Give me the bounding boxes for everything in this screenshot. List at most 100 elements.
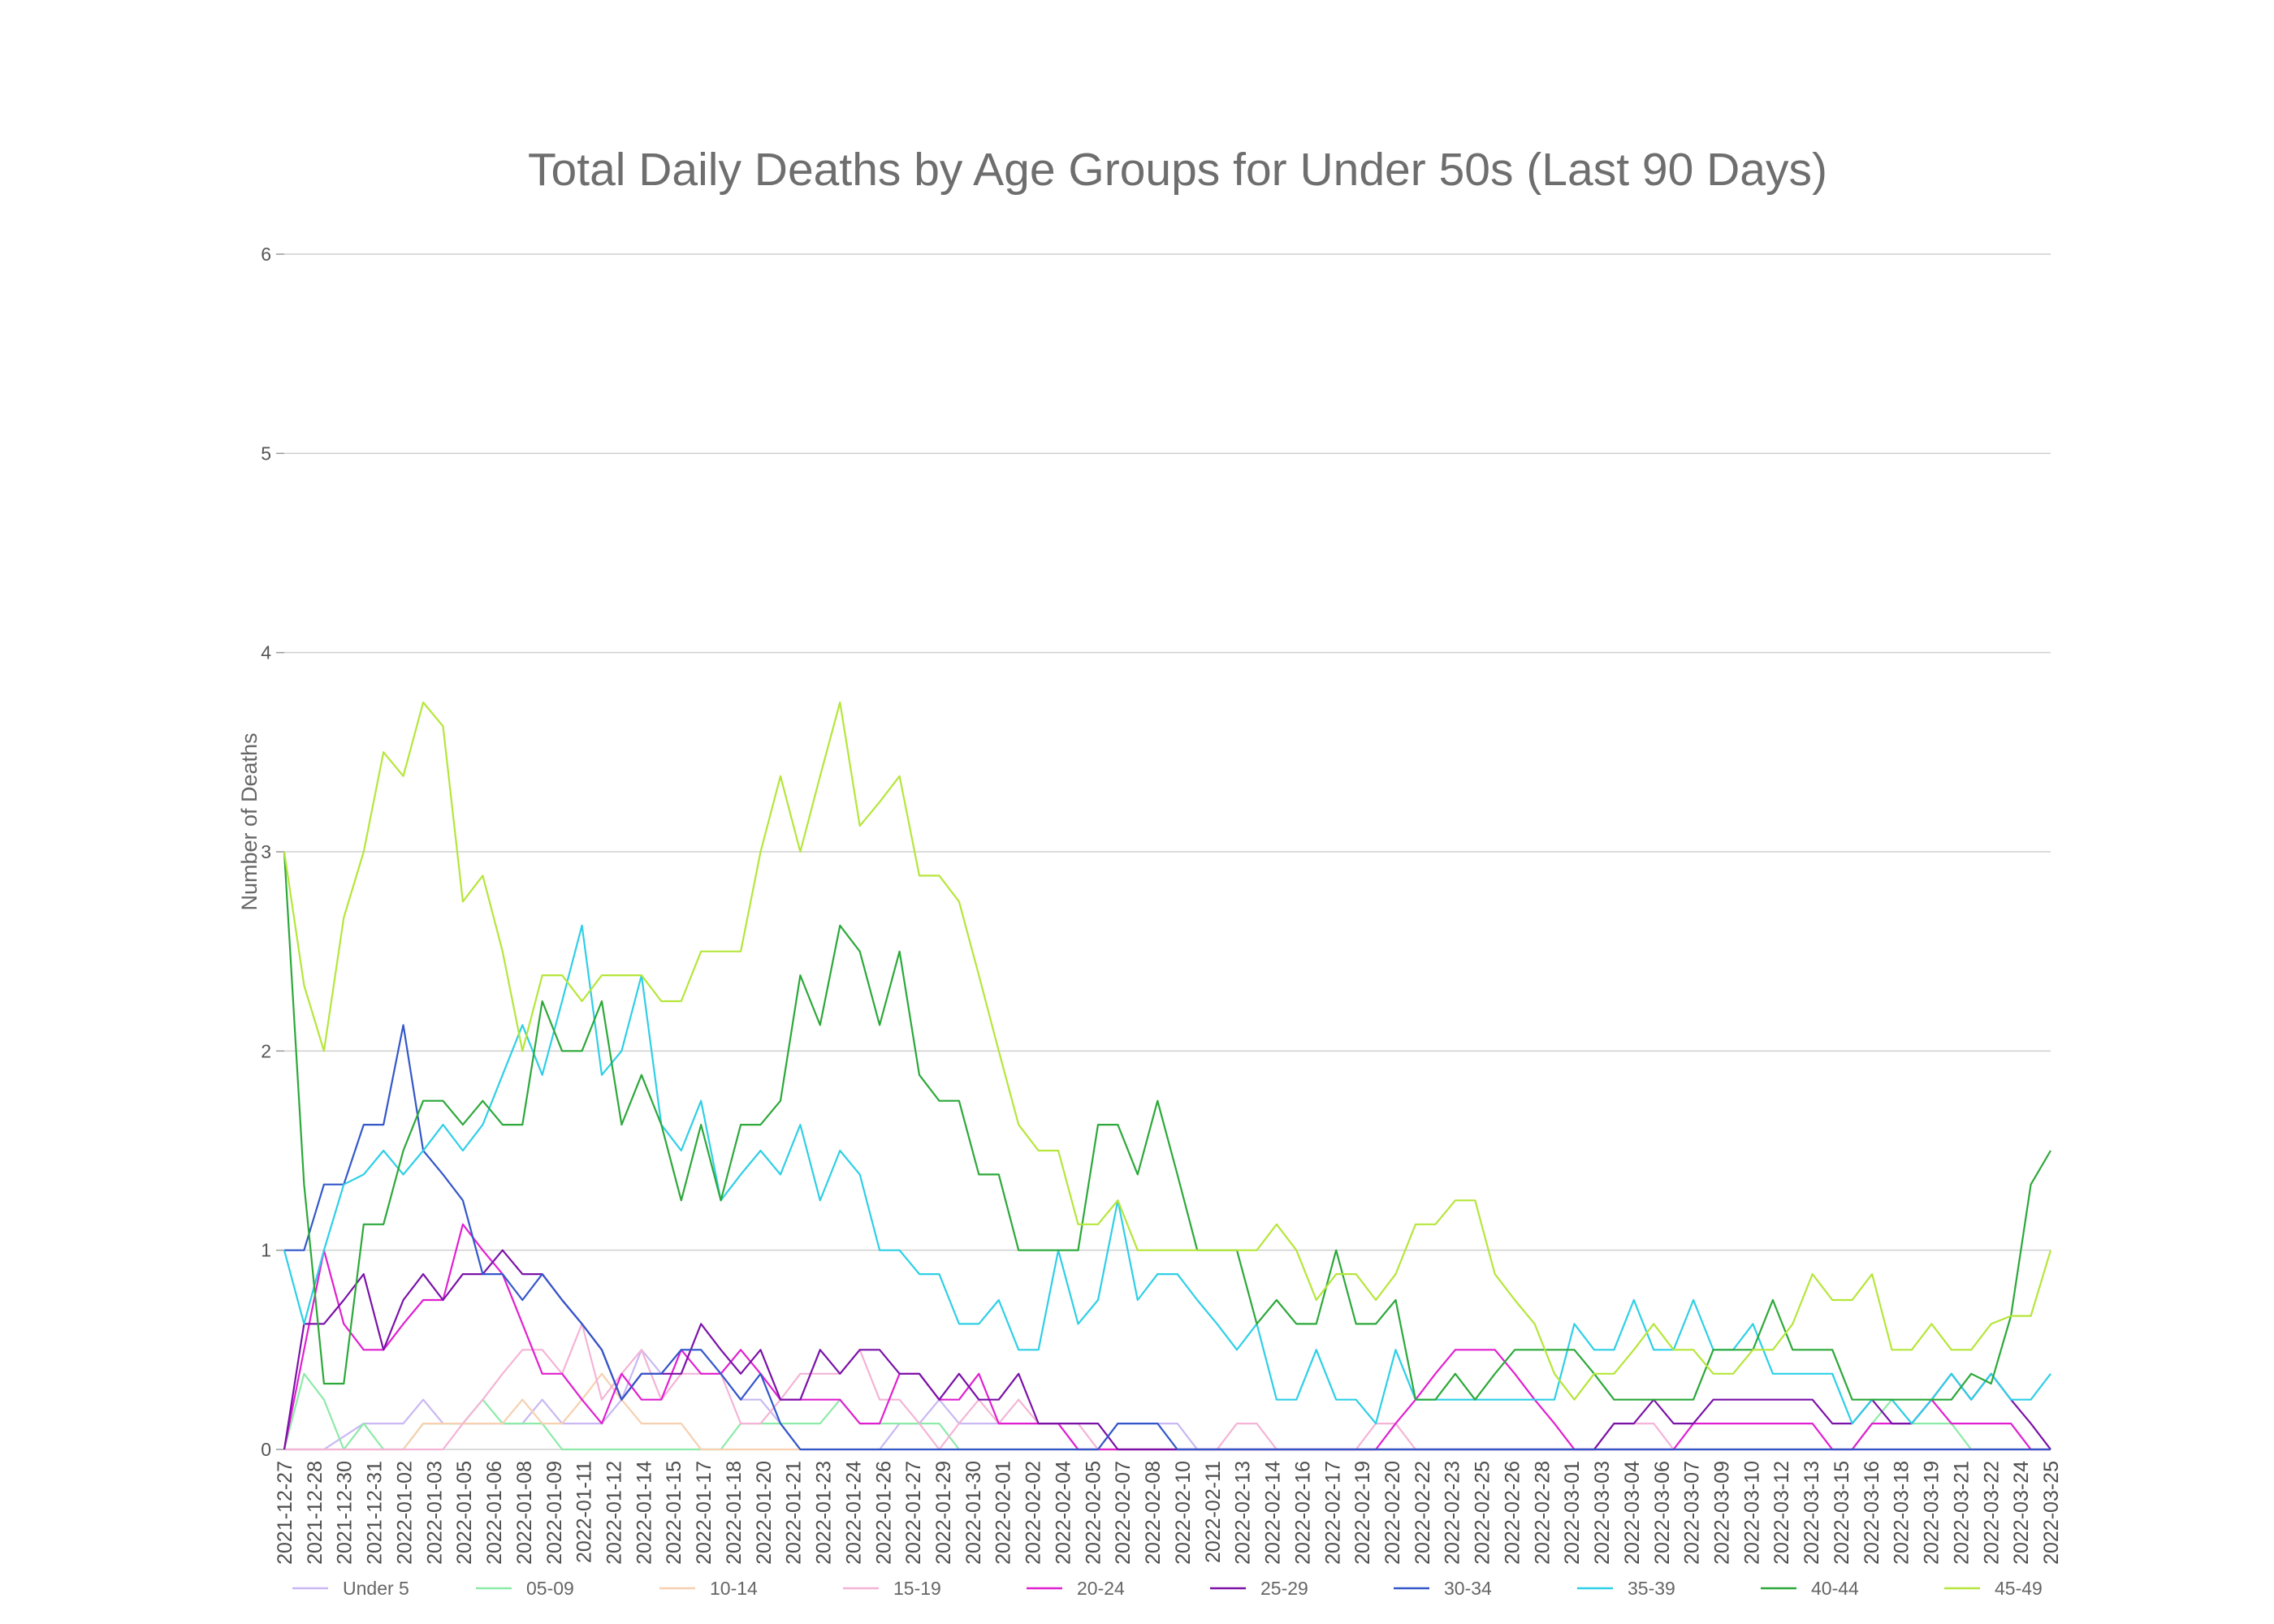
x-tick-label: 2022-01-27 (902, 1461, 925, 1565)
legend-item-25-29[interactable]: 25-29 (1210, 1578, 1308, 1599)
x-tick-label: 2022-02-13 (1232, 1461, 1255, 1565)
x-tick-label: 2022-02-23 (1442, 1461, 1464, 1565)
x-tick-label: 2022-03-13 (1801, 1461, 1823, 1565)
x-tick-label: 2022-01-18 (723, 1461, 746, 1565)
x-axis-ticks: 2021-12-27 2021-12-28 2021-12-30 2021-12-31… (274, 1461, 2063, 1565)
x-tick-label: 2022-01-05 (453, 1461, 476, 1565)
y-tick-label: 1 (261, 1240, 271, 1261)
x-tick-label: 2021-12-30 (334, 1461, 357, 1565)
x-tick-label: 2022-03-03 (1591, 1461, 1614, 1565)
legend-label: 35-39 (1628, 1578, 1675, 1599)
x-tick-label: 2022-02-01 (992, 1461, 1015, 1565)
series-line-15-19 (284, 1323, 2051, 1451)
series-lines (283, 701, 2052, 1451)
x-tick-label: 2022-02-04 (1052, 1461, 1074, 1565)
chart-title: Total Daily Deaths by Age Groups for Und… (528, 144, 1827, 196)
y-tick-label: 5 (261, 443, 271, 464)
x-tick-label: 2022-01-29 (932, 1461, 955, 1565)
x-tick-label: 2022-03-04 (1621, 1461, 1644, 1565)
x-tick-label: 2022-01-09 (543, 1461, 566, 1565)
legend-label: 15-19 (893, 1578, 941, 1599)
series-line-30-34 (284, 1024, 2051, 1451)
x-tick-label: 2021-12-27 (274, 1461, 296, 1565)
x-tick-label: 2022-01-12 (603, 1461, 626, 1565)
x-tick-label: 2021-12-31 (364, 1461, 387, 1565)
y-axis-ticks: 0 1 2 3 4 5 6 (261, 244, 284, 1460)
x-tick-label: 2022-02-14 (1262, 1461, 1285, 1565)
x-tick-label: 2022-02-20 (1381, 1461, 1404, 1565)
x-tick-label: 2022-03-18 (1891, 1461, 1913, 1565)
legend-label: 10-14 (710, 1578, 758, 1599)
series-line-45-49 (283, 701, 2052, 1401)
x-tick-label: 2022-03-10 (1740, 1461, 1763, 1565)
x-tick-label: 2022-03-16 (1861, 1461, 1883, 1565)
x-tick-label: 2022-03-22 (1980, 1461, 2003, 1565)
y-axis-label: Number of Deaths (237, 732, 262, 910)
legend-item-40-44[interactable]: 40-44 (1761, 1578, 1859, 1599)
x-tick-label: 2022-02-11 (1202, 1461, 1225, 1563)
x-tick-label: 2022-01-15 (663, 1461, 685, 1565)
legend-label: 05-09 (526, 1578, 574, 1599)
x-tick-label: 2022-03-01 (1561, 1461, 1584, 1565)
legend-item-10-14[interactable]: 10-14 (659, 1578, 758, 1599)
x-tick-label: 2022-02-19 (1351, 1461, 1374, 1565)
x-tick-label: 2022-02-22 (1412, 1461, 1434, 1565)
x-tick-label: 2022-01-23 (813, 1461, 836, 1565)
legend-label: 40-44 (1811, 1578, 1859, 1599)
legend[interactable]: Under 5 05-09 10-14 15-19 20-24 25-29 30-34 35-… (292, 1578, 2043, 1599)
x-tick-label: 2022-03-15 (1831, 1461, 1853, 1565)
x-tick-label: 2022-01-03 (423, 1461, 446, 1565)
x-tick-label: 2022-02-10 (1172, 1461, 1195, 1565)
x-tick-label: 2022-03-24 (2010, 1461, 2033, 1565)
x-tick-label: 2022-02-02 (1022, 1461, 1045, 1565)
x-tick-label: 2022-02-07 (1112, 1461, 1135, 1565)
y-tick-label: 3 (261, 841, 271, 862)
series-line-25-29 (283, 1249, 2051, 1451)
legend-item-15-19[interactable]: 15-19 (843, 1578, 941, 1599)
x-tick-label: 2022-02-26 (1501, 1461, 1524, 1565)
series-line-35-39 (283, 924, 2051, 1425)
x-tick-label: 2022-03-12 (1770, 1461, 1793, 1565)
legend-item-35-39[interactable]: 35-39 (1577, 1578, 1675, 1599)
legend-item-20-24[interactable]: 20-24 (1027, 1578, 1125, 1599)
x-tick-label: 2022-03-06 (1651, 1461, 1674, 1565)
series-line-10-14 (284, 1372, 2051, 1451)
legend-label: 20-24 (1077, 1578, 1125, 1599)
x-tick-label: 2022-02-28 (1531, 1461, 1554, 1565)
x-tick-label: 2022-01-02 (393, 1461, 416, 1565)
x-tick-label: 2022-01-20 (753, 1461, 776, 1565)
x-tick-label: 2022-01-14 (633, 1461, 655, 1565)
x-tick-label: 2022-02-17 (1321, 1461, 1344, 1565)
legend-item-05-09[interactable]: 05-09 (476, 1578, 574, 1599)
legend-item-45-49[interactable]: 45-49 (1944, 1578, 2043, 1599)
series-line-05-09 (283, 1372, 2051, 1451)
legend-item-30-34[interactable]: 30-34 (1394, 1578, 1492, 1599)
x-tick-label: 2022-01-17 (693, 1461, 715, 1565)
legend-label: 30-34 (1444, 1578, 1492, 1599)
y-tick-label: 0 (261, 1439, 271, 1460)
x-tick-label: 2021-12-28 (304, 1461, 326, 1565)
x-tick-label: 2022-01-24 (842, 1461, 865, 1565)
legend-item-under-5[interactable]: Under 5 (292, 1578, 409, 1599)
x-tick-label: 2022-03-09 (1710, 1461, 1733, 1565)
x-tick-label: 2022-02-16 (1291, 1461, 1314, 1565)
series-line-40-44 (283, 851, 2051, 1401)
y-tick-label: 2 (261, 1040, 271, 1061)
x-tick-label: 2022-03-07 (1681, 1461, 1704, 1565)
series-line-20-24 (283, 1223, 2051, 1451)
x-tick-label: 2022-01-11 (573, 1461, 596, 1563)
x-tick-label: 2022-03-19 (1921, 1461, 1943, 1565)
x-tick-label: 2022-02-08 (1142, 1461, 1165, 1565)
legend-label: 25-29 (1260, 1578, 1308, 1599)
legend-label: Under 5 (343, 1578, 409, 1599)
x-tick-label: 2022-01-30 (962, 1461, 985, 1565)
x-tick-label: 2022-02-25 (1472, 1461, 1494, 1565)
legend-label: 45-49 (1995, 1578, 2043, 1599)
x-tick-label: 2022-02-05 (1082, 1461, 1105, 1565)
x-tick-label: 2022-01-21 (783, 1461, 806, 1565)
gridlines (284, 253, 2051, 1450)
y-tick-label: 4 (261, 642, 271, 663)
x-tick-label: 2022-01-08 (513, 1461, 536, 1565)
